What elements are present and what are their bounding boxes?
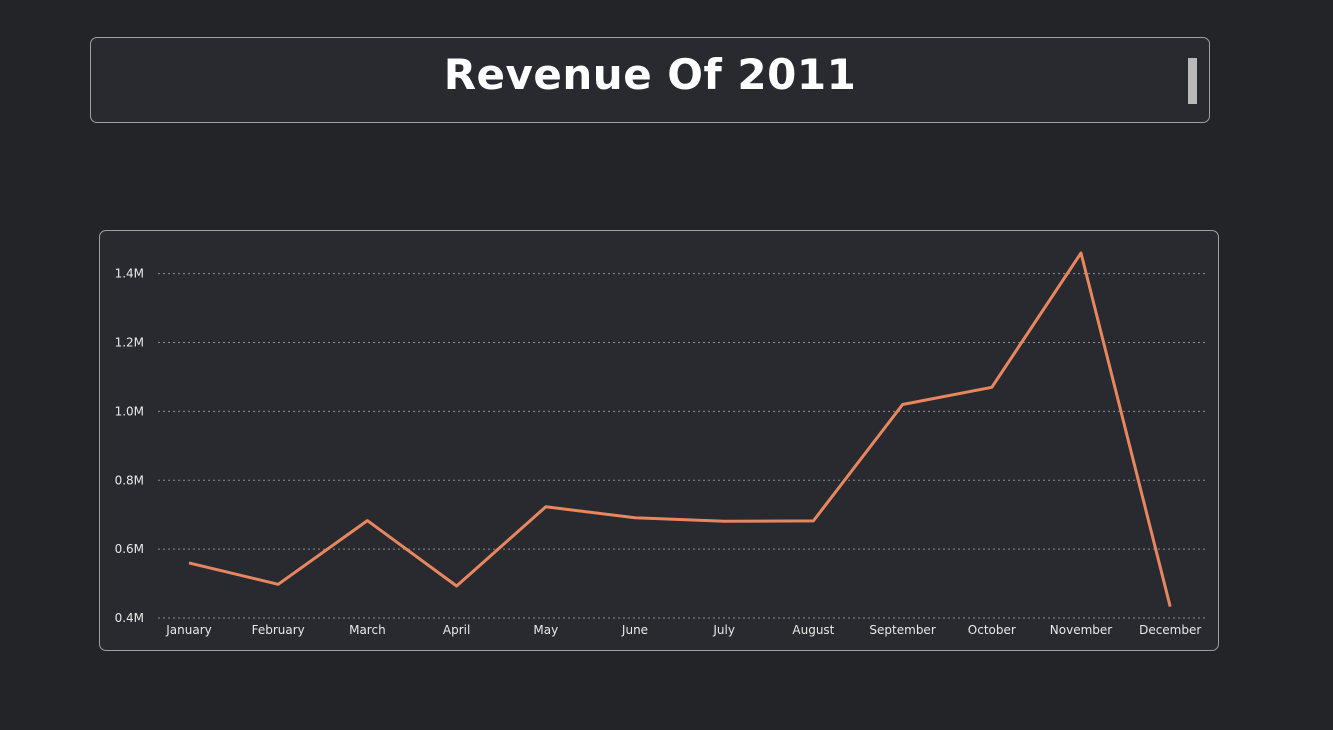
chart-svg: 0.4M 0.6M 0.8M 1.0M 1.2M 1.4M January February… [115,250,1205,637]
x-tick-label: June [621,623,648,637]
y-tick-label: 0.6M [115,542,144,556]
data-point-october[interactable] [989,384,995,390]
data-point-may[interactable] [543,504,549,510]
x-tick-label: May [533,623,558,637]
x-tick-label: March [349,623,386,637]
y-tick-label: 0.8M [115,473,144,487]
series-layer [186,250,1173,610]
y-tick-label: 1.0M [115,404,144,418]
x-tick-label: January [165,623,212,637]
page-title: Revenue Of 2011 [443,50,857,99]
data-point-september[interactable] [900,402,906,408]
data-point-december[interactable] [1167,604,1173,610]
x-tick-label: November [1050,623,1112,637]
x-tick-label: February [252,623,305,637]
data-point-august[interactable] [810,518,816,524]
x-tick-label: August [792,623,834,637]
y-tick-label: 1.2M [115,336,144,350]
x-tick-label: September [869,623,935,637]
revenue-line-chart: 0.4M 0.6M 0.8M 1.0M 1.2M 1.4M January February… [99,230,1219,651]
x-axis-ticks: January February March April May June July Augu… [165,623,1201,637]
x-tick-label: December [1139,623,1201,637]
x-tick-label: July [712,623,735,637]
title-card: Revenue Of 2011 [90,37,1210,123]
data-point-july[interactable] [721,518,727,524]
title-scrollbar[interactable] [1188,58,1197,104]
grid-layer [158,273,1205,619]
y-tick-label: 0.4M [115,611,144,625]
y-axis-ticks: 0.4M 0.6M 0.8M 1.0M 1.2M 1.4M [115,267,144,625]
x-tick-label: October [968,623,1016,637]
series-line-revenue[interactable] [188,251,1172,607]
data-point-january[interactable] [186,560,192,566]
y-tick-label: 1.4M [115,267,144,281]
data-point-march[interactable] [364,518,370,524]
data-point-april[interactable] [454,583,460,589]
data-point-february[interactable] [275,581,281,587]
x-tick-label: April [443,623,470,637]
data-point-november[interactable] [1078,250,1084,256]
data-point-june[interactable] [632,515,638,521]
